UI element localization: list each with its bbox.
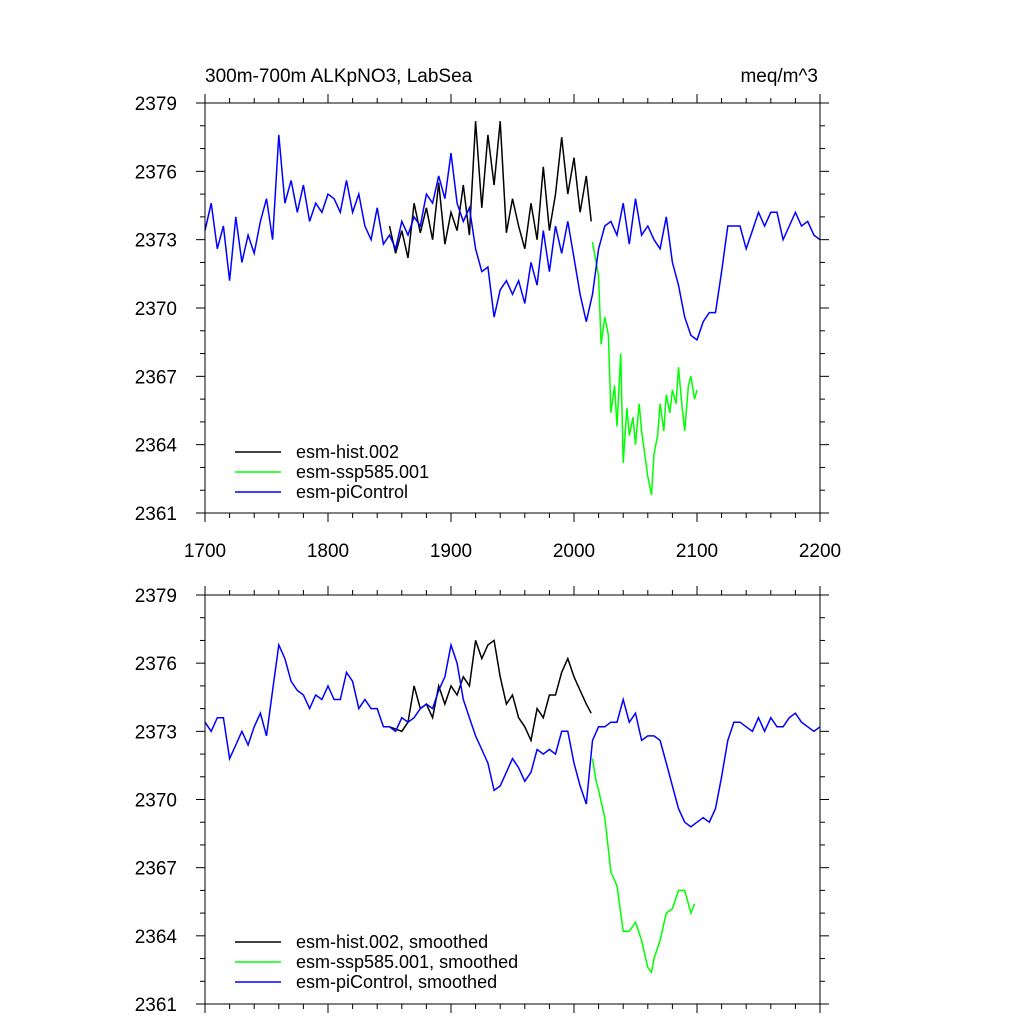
y-tick-label: 2379 — [135, 94, 177, 115]
y-tick-label: 2370 — [135, 299, 177, 320]
x-tick-label: 1900 — [430, 541, 472, 562]
series-line-esm-hist — [388, 121, 592, 259]
legend-label: esm-hist.002, smoothed — [296, 932, 488, 952]
axis-ticks — [196, 586, 829, 1013]
series-lines — [204, 121, 821, 495]
y-tick-label: 2364 — [135, 927, 178, 948]
x-tick-label: 1800 — [307, 541, 349, 562]
series-line-esm-picontrol-smoothed — [204, 642, 821, 828]
series-lines — [204, 639, 821, 974]
top-panel: 300m-700m ALKpNO3, LabSea meq/m^3 2361 2… — [135, 66, 841, 562]
plot-frame — [204, 594, 821, 1005]
chart-title: 300m-700m ALKpNO3, LabSea — [205, 66, 473, 87]
legend-label: esm-piControl — [296, 482, 408, 502]
legend-label: esm-piControl, smoothed — [296, 972, 497, 992]
legend: esm-hist.002 esm-ssp585.001 esm-piContro… — [235, 442, 429, 502]
x-tick-label: 1700 — [184, 541, 226, 562]
legend-label: esm-ssp585.001 — [296, 462, 429, 482]
x-tick-label: 2100 — [676, 541, 718, 562]
y-tick-label: 2361 — [135, 995, 177, 1016]
series-line-esm-ssp585 — [591, 241, 698, 495]
series-line-esm-picontrol — [204, 134, 821, 342]
bottom-panel: 2361 2364 2367 2370 2373 2376 2379 esm-h… — [135, 586, 829, 1016]
x-tick-label: 2000 — [553, 541, 595, 562]
y-tick-label: 2367 — [135, 859, 177, 880]
legend-label: esm-hist.002 — [296, 442, 399, 462]
series-line-esm-ssp585-smoothed — [591, 758, 696, 974]
y-tick-label: 2370 — [135, 791, 177, 812]
y-tick-label: 2373 — [135, 722, 177, 743]
series-line-esm-hist-smoothed — [389, 639, 592, 743]
y-tick-label: 2376 — [135, 162, 177, 183]
x-tick-label: 2200 — [799, 541, 841, 562]
axis-ticks — [196, 94, 829, 522]
legend-label: esm-ssp585.001, smoothed — [296, 952, 518, 972]
y-tick-label: 2361 — [135, 504, 177, 525]
y-tick-label: 2376 — [135, 654, 177, 675]
units-label: meq/m^3 — [740, 66, 818, 87]
x-tick-labels: 1700 1800 1900 2000 2100 2200 — [184, 541, 841, 562]
y-tick-label: 2367 — [135, 367, 177, 388]
y-tick-label: 2379 — [135, 586, 177, 607]
y-tick-labels: 2361 2364 2367 2370 2373 2376 2379 — [135, 586, 178, 1016]
y-tick-label: 2373 — [135, 231, 177, 252]
plot-frame — [204, 102, 821, 514]
y-tick-labels: 2361 2364 2367 2370 2373 2376 2379 — [135, 94, 178, 525]
y-tick-label: 2364 — [135, 436, 178, 457]
legend: esm-hist.002, smoothed esm-ssp585.001, s… — [235, 932, 518, 992]
